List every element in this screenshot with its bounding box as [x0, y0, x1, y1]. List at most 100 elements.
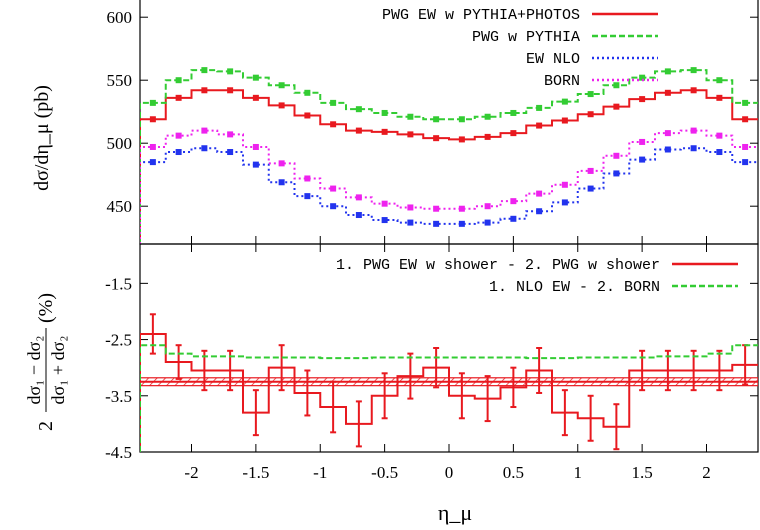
data-point — [742, 159, 749, 166]
data-point — [227, 87, 234, 94]
data-point — [690, 87, 697, 94]
data-point — [561, 199, 568, 206]
x-tick-label: -2 — [184, 463, 198, 482]
legend-label: 1. NLO EW - 2. BORN — [489, 279, 660, 296]
data-point — [227, 149, 234, 156]
data-point — [510, 109, 517, 116]
x-tick-label: 2 — [702, 463, 711, 482]
data-point — [227, 68, 234, 75]
data-point — [536, 104, 543, 111]
data-point — [484, 203, 491, 210]
data-point — [561, 98, 568, 105]
legend: 1. PWG EW w shower - 2. PWG w shower 1. N… — [336, 257, 738, 296]
data-point — [613, 152, 620, 159]
series-step-line — [140, 129, 758, 244]
data-point — [664, 68, 671, 75]
data-point — [407, 131, 414, 138]
legend-label: BORN — [544, 73, 580, 90]
plot-frame — [139, 243, 759, 453]
data-point — [458, 205, 465, 212]
data-point — [613, 170, 620, 177]
data-point — [149, 116, 156, 123]
top-panel: 450 500 550 600 PWG EW w PYTHIA+PHOTOS PWG w … — [107, 0, 759, 245]
data-point — [433, 116, 440, 123]
x-tick-label: 1 — [574, 463, 583, 482]
data-point — [639, 96, 646, 103]
data-point — [407, 113, 414, 120]
data-point — [664, 146, 671, 153]
bottom-panel: -4.5 -3.5 -2.5 -1.5 -2 -1.5 -1 -0.5 0 0.5 1 1.5 2 1. … — [105, 243, 759, 482]
series-1 — [140, 344, 758, 452]
series-step-line — [140, 147, 758, 244]
y-tick-label: -4.5 — [105, 443, 132, 462]
data-point — [664, 89, 671, 96]
data-point — [690, 145, 697, 152]
top-y-axis-label: dσ/dη_μ (pb) — [31, 85, 53, 191]
series-1 — [140, 67, 758, 244]
x-tick-label: -1 — [313, 463, 327, 482]
data-point — [587, 111, 594, 118]
data-point — [330, 121, 337, 128]
series-step-line — [140, 332, 758, 452]
bottom-y-axis-label: 2 dσ₁ − dσ₂ dσ₁ + dσ₂ (%) — [24, 293, 68, 431]
data-point — [716, 77, 723, 84]
data-point — [484, 113, 491, 120]
data-point — [381, 109, 388, 116]
data-point — [252, 143, 259, 150]
data-point — [355, 106, 362, 113]
series-2 — [140, 145, 758, 244]
data-point — [458, 116, 465, 123]
data-point — [510, 215, 517, 222]
data-point — [304, 175, 311, 182]
ratio-numerator: dσ₁ − dσ₂ — [24, 335, 44, 404]
ratio-prefix: 2 — [35, 421, 57, 431]
series-3 — [140, 127, 758, 244]
data-point — [484, 219, 491, 226]
data-point — [433, 205, 440, 212]
data-point — [330, 99, 337, 106]
data-point — [639, 138, 646, 145]
x-tick-label: -0.5 — [371, 463, 398, 482]
data-point — [561, 117, 568, 124]
data-point — [304, 112, 311, 119]
y-tick-label: 600 — [107, 8, 133, 27]
data-point — [613, 103, 620, 110]
data-point — [561, 181, 568, 188]
data-point — [613, 82, 620, 89]
data-point — [201, 67, 208, 74]
plot-area — [140, 313, 758, 452]
data-point — [484, 133, 491, 140]
data-point — [536, 208, 543, 215]
data-point — [536, 190, 543, 197]
x-tick-label: 0.5 — [503, 463, 524, 482]
data-point — [433, 220, 440, 227]
data-point — [458, 220, 465, 227]
data-point — [664, 130, 671, 137]
data-point — [433, 135, 440, 142]
y-tick-label: -2.5 — [105, 331, 132, 350]
data-point — [587, 167, 594, 174]
data-point — [536, 122, 543, 129]
data-point — [716, 149, 723, 156]
data-point — [175, 77, 182, 84]
data-point — [175, 94, 182, 101]
legend-label: PWG w PYTHIA — [472, 29, 580, 46]
y-tick-label: 450 — [107, 197, 133, 216]
series-step-line — [140, 344, 758, 452]
data-point — [458, 136, 465, 143]
x-tick-label: -1.5 — [242, 463, 269, 482]
ratio-denominator: dσ₁ + dσ₂ — [48, 335, 68, 404]
data-point — [278, 179, 285, 186]
data-point — [510, 198, 517, 205]
data-point — [252, 94, 259, 101]
data-point — [278, 160, 285, 167]
data-point — [355, 194, 362, 201]
y-tick-label: -1.5 — [105, 274, 132, 293]
data-point — [587, 185, 594, 192]
data-point — [278, 82, 285, 89]
x-axis-label: η_μ — [438, 500, 472, 525]
data-point — [227, 131, 234, 138]
series-0 — [140, 313, 758, 452]
data-point — [149, 99, 156, 106]
data-point — [330, 185, 337, 192]
